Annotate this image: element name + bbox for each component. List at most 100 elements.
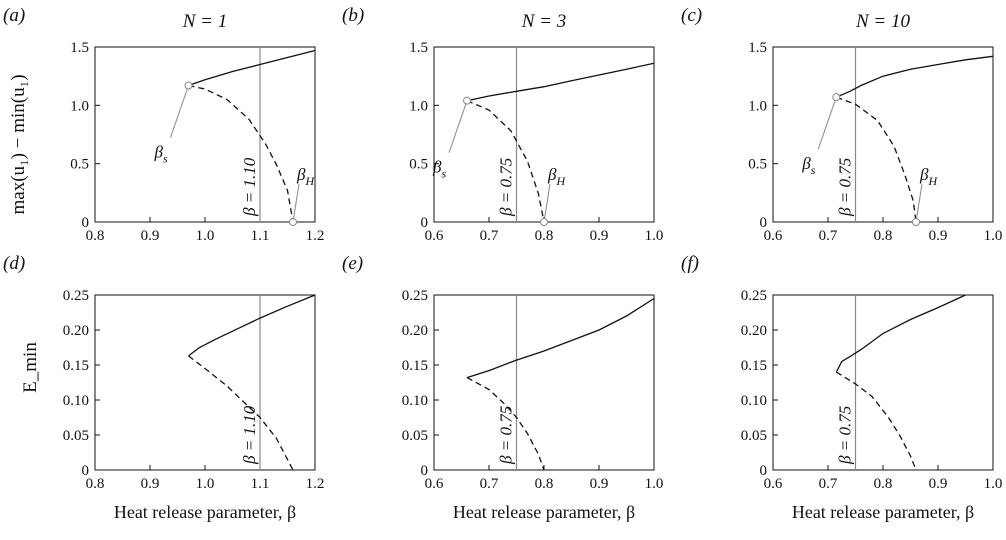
panel-e: 0.6 0.7 0.8 0.9 1.0 0 0.05 0.10 0.15 0.20 0.25 β = … bbox=[342, 253, 663, 522]
unstable-branch-line bbox=[188, 84, 294, 223]
x-tick-label: 0.9 bbox=[590, 228, 609, 244]
bifurcation-point-marker bbox=[832, 93, 841, 102]
stable-branch-line bbox=[836, 55, 994, 98]
unstable-branch-line bbox=[835, 371, 917, 471]
x-tick-label: 0.8 bbox=[86, 476, 105, 492]
bottom-row-y-axis-label: E_min bbox=[20, 342, 41, 393]
plot-frame bbox=[772, 294, 994, 471]
y-tick-label: 0.10 bbox=[402, 393, 428, 409]
point-leader-line bbox=[170, 85, 189, 138]
bifurcation-point-marker bbox=[184, 81, 193, 90]
x-tick-label: 1.2 bbox=[306, 476, 325, 492]
x-tick-label: 0.6 bbox=[425, 228, 444, 244]
x-tick-label: 0.8 bbox=[535, 228, 554, 244]
x-tick-label: 0.8 bbox=[535, 476, 554, 492]
stable-branch-line bbox=[466, 297, 655, 379]
panel-label: (e) bbox=[342, 253, 363, 274]
panel-d: 0.8 0.9 1.0 1.1 1.2 0 0.05 0.10 0.15 0.20 0.25 β = … bbox=[3, 253, 324, 522]
x-axis-label: Heat release parameter, β bbox=[792, 502, 974, 522]
unstable-branch-line bbox=[836, 96, 917, 223]
point-leader-line bbox=[543, 183, 551, 223]
point-label: βs bbox=[154, 143, 168, 166]
x-tick-label: 0.9 bbox=[141, 476, 160, 492]
y-tick-label: 1.0 bbox=[409, 98, 428, 114]
y-tick-label: 0.20 bbox=[402, 323, 428, 339]
y-tick-label: 0 bbox=[82, 463, 90, 479]
y-tick-label: 0.5 bbox=[70, 157, 89, 173]
plot-frame bbox=[433, 46, 655, 223]
y-tick-label: 0 bbox=[760, 463, 768, 479]
stable-branch-line bbox=[466, 62, 655, 102]
x-tick-label: 1.0 bbox=[645, 476, 664, 492]
x-axis-label: Heat release parameter, β bbox=[453, 502, 635, 522]
x-tick-label: 1.1 bbox=[251, 476, 270, 492]
y-tick-label: 1.0 bbox=[748, 98, 767, 114]
x-tick-label: 1.0 bbox=[196, 228, 215, 244]
plot-frame bbox=[772, 46, 994, 223]
x-tick-label: 0.6 bbox=[764, 228, 783, 244]
panel-title: N = 10 bbox=[855, 11, 910, 32]
y-tick-label: 0.25 bbox=[741, 288, 767, 304]
unstable-branch-line bbox=[188, 355, 294, 471]
x-tick-label: 1.0 bbox=[984, 228, 1003, 244]
y-tick-label: 0 bbox=[421, 215, 429, 231]
x-tick-label: 0.8 bbox=[86, 228, 105, 244]
x-tick-label: 0.7 bbox=[480, 476, 499, 492]
x-tick-label: 1.2 bbox=[306, 228, 325, 244]
x-tick-label: 0.8 bbox=[874, 228, 893, 244]
point-leader-line bbox=[915, 183, 923, 223]
y-tick-label: 0.5 bbox=[748, 157, 767, 173]
panel-a: 0.8 0.9 1.0 1.1 1.200.51.01.5β = 1.10βsβH(a)… bbox=[3, 5, 324, 244]
reference-line-label: β = 0.75 bbox=[497, 158, 516, 217]
x-tick-label: 0.6 bbox=[425, 476, 444, 492]
plot-frame bbox=[94, 294, 316, 471]
x-tick-label: 0.7 bbox=[819, 228, 838, 244]
reference-line-label: β = 0.75 bbox=[836, 406, 855, 465]
panel-label: (d) bbox=[3, 253, 25, 274]
x-tick-label: 0.9 bbox=[929, 476, 948, 492]
panel-label: (c) bbox=[681, 5, 702, 26]
y-tick-label: 0.10 bbox=[741, 393, 767, 409]
point-label: βs bbox=[801, 154, 815, 177]
y-tick-label: 0.25 bbox=[63, 288, 89, 304]
top-row-y-axis-label: max(u₁) − min(u₁) bbox=[8, 74, 29, 214]
panel-label: (f) bbox=[681, 253, 699, 274]
y-tick-label: 1.0 bbox=[70, 98, 89, 114]
y-tick-label: 0.05 bbox=[402, 428, 428, 444]
y-tick-label: 0 bbox=[421, 463, 429, 479]
y-tick-label: 0.25 bbox=[402, 288, 428, 304]
point-leader-line bbox=[448, 100, 468, 153]
panel-label: (a) bbox=[3, 5, 25, 26]
x-tick-label: 0.7 bbox=[819, 476, 838, 492]
x-tick-label: 0.9 bbox=[929, 228, 948, 244]
unstable-branch-line bbox=[466, 100, 545, 223]
stable-branch-line bbox=[835, 294, 966, 373]
x-axis-label: Heat release parameter, β bbox=[114, 502, 296, 522]
y-tick-label: 1.5 bbox=[748, 40, 767, 56]
y-tick-label: 0 bbox=[760, 215, 768, 231]
panel-title: N = 3 bbox=[521, 11, 567, 32]
x-tick-label: 1.0 bbox=[645, 228, 664, 244]
bifurcation-point-marker bbox=[463, 96, 471, 105]
x-tick-label: 1.0 bbox=[984, 476, 1003, 492]
y-tick-label: 0.20 bbox=[741, 323, 767, 339]
y-tick-label: 1.5 bbox=[409, 40, 428, 56]
x-tick-label: 1.0 bbox=[196, 476, 215, 492]
x-tick-label: 1.1 bbox=[251, 228, 270, 244]
y-tick-label: 0.15 bbox=[402, 358, 428, 374]
y-tick-label: 0.15 bbox=[741, 358, 767, 374]
x-tick-label: 0.8 bbox=[874, 476, 893, 492]
point-leader-line bbox=[817, 97, 837, 150]
y-tick-label: 0.15 bbox=[63, 358, 89, 374]
plot-frame bbox=[433, 294, 655, 471]
plot-frame bbox=[94, 46, 316, 223]
reference-line-label: β = 0.75 bbox=[836, 158, 855, 217]
y-tick-label: 0.05 bbox=[63, 428, 89, 444]
unstable-branch-line bbox=[466, 377, 545, 471]
x-tick-label: 0.6 bbox=[764, 476, 783, 492]
bifurcation-point-marker bbox=[912, 218, 920, 226]
